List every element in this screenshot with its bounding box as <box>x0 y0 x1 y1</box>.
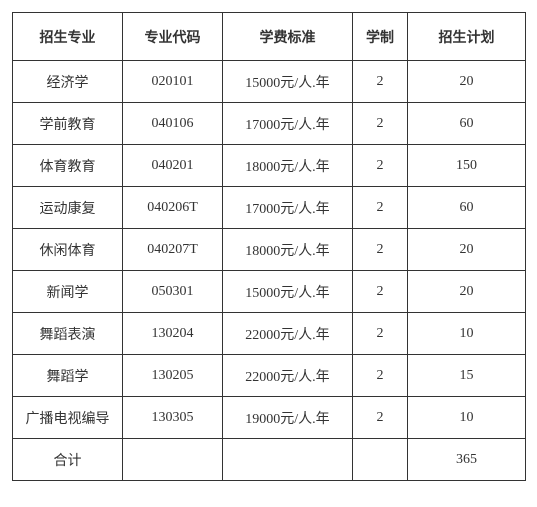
cell-major: 休闲体育 <box>13 229 123 271</box>
table-row: 舞蹈学 130205 22000元/人.年 2 15 <box>13 355 526 397</box>
cell-fee: 18000元/人.年 <box>223 145 353 187</box>
cell-code: 040201 <box>123 145 223 187</box>
cell-fee: 15000元/人.年 <box>223 61 353 103</box>
cell-code: 040106 <box>123 103 223 145</box>
cell-plan: 10 <box>408 313 526 355</box>
cell-fee: 17000元/人.年 <box>223 187 353 229</box>
cell-plan: 10 <box>408 397 526 439</box>
footer-total: 365 <box>408 439 526 481</box>
cell-years: 2 <box>353 313 408 355</box>
footer-label: 合计 <box>13 439 123 481</box>
cell-years: 2 <box>353 103 408 145</box>
cell-plan: 60 <box>408 187 526 229</box>
cell-code: 040207T <box>123 229 223 271</box>
cell-fee: 22000元/人.年 <box>223 313 353 355</box>
cell-major: 经济学 <box>13 61 123 103</box>
cell-major: 运动康复 <box>13 187 123 229</box>
footer-empty <box>223 439 353 481</box>
cell-years: 2 <box>353 397 408 439</box>
cell-plan: 150 <box>408 145 526 187</box>
table-row: 新闻学 050301 15000元/人.年 2 20 <box>13 271 526 313</box>
cell-major: 舞蹈学 <box>13 355 123 397</box>
cell-fee: 17000元/人.年 <box>223 103 353 145</box>
header-row: 招生专业 专业代码 学费标准 学制 招生计划 <box>13 13 526 61</box>
table-body: 经济学 020101 15000元/人.年 2 20 学前教育 040106 1… <box>13 61 526 481</box>
header-plan: 招生计划 <box>408 13 526 61</box>
enrollment-table: 招生专业 专业代码 学费标准 学制 招生计划 经济学 020101 15000元… <box>12 12 526 481</box>
table-row: 学前教育 040106 17000元/人.年 2 60 <box>13 103 526 145</box>
cell-major: 体育教育 <box>13 145 123 187</box>
cell-fee: 22000元/人.年 <box>223 355 353 397</box>
table-row: 经济学 020101 15000元/人.年 2 20 <box>13 61 526 103</box>
footer-empty <box>353 439 408 481</box>
cell-fee: 19000元/人.年 <box>223 397 353 439</box>
cell-code: 130205 <box>123 355 223 397</box>
cell-years: 2 <box>353 145 408 187</box>
header-major: 招生专业 <box>13 13 123 61</box>
header-years: 学制 <box>353 13 408 61</box>
cell-plan: 15 <box>408 355 526 397</box>
cell-code: 050301 <box>123 271 223 313</box>
cell-code: 040206T <box>123 187 223 229</box>
cell-major: 广播电视编导 <box>13 397 123 439</box>
footer-row: 合计 365 <box>13 439 526 481</box>
cell-code: 130305 <box>123 397 223 439</box>
cell-years: 2 <box>353 61 408 103</box>
table-row: 运动康复 040206T 17000元/人.年 2 60 <box>13 187 526 229</box>
cell-plan: 20 <box>408 271 526 313</box>
table-row: 广播电视编导 130305 19000元/人.年 2 10 <box>13 397 526 439</box>
table-row: 舞蹈表演 130204 22000元/人.年 2 10 <box>13 313 526 355</box>
cell-fee: 15000元/人.年 <box>223 271 353 313</box>
cell-plan: 60 <box>408 103 526 145</box>
cell-code: 130204 <box>123 313 223 355</box>
header-code: 专业代码 <box>123 13 223 61</box>
cell-years: 2 <box>353 355 408 397</box>
table-row: 体育教育 040201 18000元/人.年 2 150 <box>13 145 526 187</box>
table-row: 休闲体育 040207T 18000元/人.年 2 20 <box>13 229 526 271</box>
cell-years: 2 <box>353 271 408 313</box>
cell-major: 舞蹈表演 <box>13 313 123 355</box>
cell-plan: 20 <box>408 229 526 271</box>
cell-major: 新闻学 <box>13 271 123 313</box>
cell-major: 学前教育 <box>13 103 123 145</box>
cell-code: 020101 <box>123 61 223 103</box>
cell-plan: 20 <box>408 61 526 103</box>
cell-years: 2 <box>353 229 408 271</box>
cell-years: 2 <box>353 187 408 229</box>
cell-fee: 18000元/人.年 <box>223 229 353 271</box>
header-fee: 学费标准 <box>223 13 353 61</box>
footer-empty <box>123 439 223 481</box>
